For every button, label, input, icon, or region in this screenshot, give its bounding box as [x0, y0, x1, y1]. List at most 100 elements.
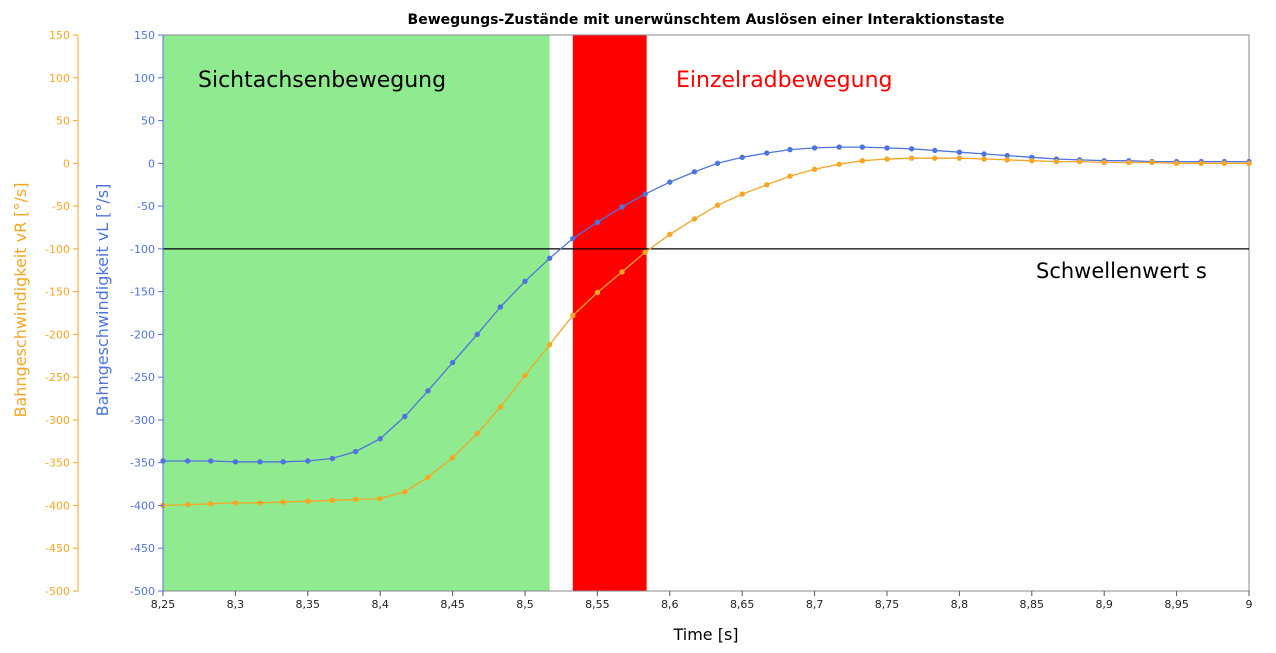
data-point-vR	[546, 341, 553, 348]
y-tick-label-vL: -350	[130, 457, 155, 470]
data-point-vR	[449, 454, 456, 461]
y-tick-label-vL: -400	[130, 499, 155, 512]
data-point-vR	[932, 155, 938, 161]
x-tick-label: 8,55	[585, 598, 610, 611]
data-point-vR	[1173, 160, 1180, 167]
x-tick-label: 8,9	[1095, 598, 1113, 611]
data-point-vL	[208, 458, 214, 464]
x-tick-label: 9	[1246, 598, 1253, 611]
data-point-vL	[908, 146, 915, 152]
y-tick-label-vR: -50	[52, 200, 70, 213]
data-point-vR	[908, 155, 915, 161]
data-point-vL	[619, 204, 625, 210]
data-point-vR	[836, 161, 842, 167]
y-tick-label-vR: 50	[56, 115, 70, 128]
data-point-vR	[1198, 160, 1204, 167]
y-tick-label-vR: -250	[45, 371, 70, 384]
data-point-vR	[184, 501, 191, 508]
zone-label-sichtachsenbewegung: Sichtachsenbewegung	[198, 68, 446, 93]
y-tick-label-vL: 150	[134, 29, 155, 42]
axes-layer: 150 150 100 100 50 50 0 0 -50 -50 -100 -100 -150 -150…	[45, 29, 1252, 611]
data-point-vR	[305, 498, 311, 504]
x-axis-title: Time [s]	[672, 625, 738, 644]
y-tick-label-vR: -300	[45, 414, 70, 427]
data-point-vR	[594, 289, 601, 296]
data-point-vL	[474, 331, 480, 338]
data-point-vR	[522, 372, 528, 379]
y-tick-label-vR: -150	[45, 286, 70, 299]
y-tick-label-vL: -200	[130, 328, 155, 341]
x-tick-label: 8,95	[1164, 598, 1189, 611]
x-tick-label: 8,35	[296, 598, 321, 611]
data-point-vR	[1126, 159, 1132, 166]
y-tick-label-vL: 0	[148, 157, 155, 170]
data-point-vR	[1149, 159, 1155, 166]
y-axis-title-vL: Bahngeschwindigkeit vL [°/s]	[93, 184, 112, 417]
data-point-vR	[377, 495, 383, 502]
y-tick-label-vR: -350	[45, 457, 70, 470]
data-point-vR	[811, 166, 818, 172]
x-tick-label: 8,4	[371, 598, 389, 611]
data-point-vR	[352, 496, 359, 503]
data-point-vR	[884, 156, 890, 162]
y-tick-label-vL: -450	[130, 542, 155, 555]
y-tick-label-vR: 0	[63, 157, 70, 170]
data-point-vL	[329, 455, 336, 462]
y-tick-label-vR: -100	[45, 243, 70, 256]
data-point-vR	[1101, 159, 1107, 166]
x-tick-label: 8,85	[1020, 598, 1045, 611]
zone-sichtachsenbewegung	[163, 35, 550, 591]
threshold-label: Schwellenwert s	[1036, 259, 1207, 283]
data-point-vL	[570, 235, 576, 242]
y-tick-label-vL: -250	[130, 371, 155, 384]
data-point-vL	[836, 144, 842, 150]
data-point-vL	[425, 388, 431, 394]
data-point-vR	[739, 191, 745, 197]
data-point-vL	[956, 149, 963, 155]
y-tick-label-vL: -100	[130, 243, 155, 256]
data-point-vR	[691, 216, 698, 222]
x-tick-label: 8,5	[516, 598, 534, 611]
x-tick-label: 8,65	[730, 598, 755, 611]
data-point-vL	[1004, 152, 1010, 159]
data-point-vL	[787, 146, 793, 153]
data-point-vL	[884, 145, 890, 151]
data-point-vL	[377, 436, 383, 442]
data-point-vR	[667, 231, 673, 238]
data-point-vR	[619, 269, 625, 275]
data-point-vR	[1029, 158, 1035, 164]
data-point-vR	[425, 474, 431, 480]
data-point-vR	[714, 202, 721, 208]
data-point-vL	[546, 255, 553, 261]
y-axis-title-vR: Bahngeschwindigkeit vR [°/s]	[11, 183, 30, 418]
x-tick-label: 8,25	[151, 598, 176, 611]
y-tick-label-vR: 150	[49, 29, 70, 42]
y-tick-label-vL: -300	[130, 414, 155, 427]
data-point-vL	[305, 458, 311, 464]
data-point-vR	[497, 404, 504, 410]
data-point-vL	[714, 160, 721, 167]
data-point-vL	[691, 169, 698, 175]
data-point-vR	[329, 497, 336, 504]
data-point-vL	[497, 304, 504, 310]
data-point-vL	[739, 154, 745, 161]
series-line-vR	[162, 157, 1249, 507]
y-tick-label-vL: 50	[141, 115, 155, 128]
data-point-vL	[932, 147, 938, 154]
data-point-vR	[787, 173, 793, 179]
data-point-vL	[280, 459, 286, 465]
y-tick-label-vL: 100	[134, 72, 155, 85]
y-tick-label-vL: -500	[130, 585, 155, 598]
x-tick-label: 8,45	[440, 598, 465, 611]
data-point-vR	[859, 158, 866, 164]
data-point-vL	[402, 413, 408, 420]
data-point-vR	[981, 156, 987, 162]
data-point-vR	[1221, 160, 1228, 167]
data-point-vL	[594, 219, 601, 226]
data-point-vL	[257, 459, 263, 465]
zones-layer	[163, 35, 647, 591]
data-point-vL	[764, 150, 770, 156]
data-point-vR	[474, 430, 480, 437]
x-tick-label: 8,6	[661, 598, 679, 611]
data-point-vR	[1004, 157, 1010, 163]
